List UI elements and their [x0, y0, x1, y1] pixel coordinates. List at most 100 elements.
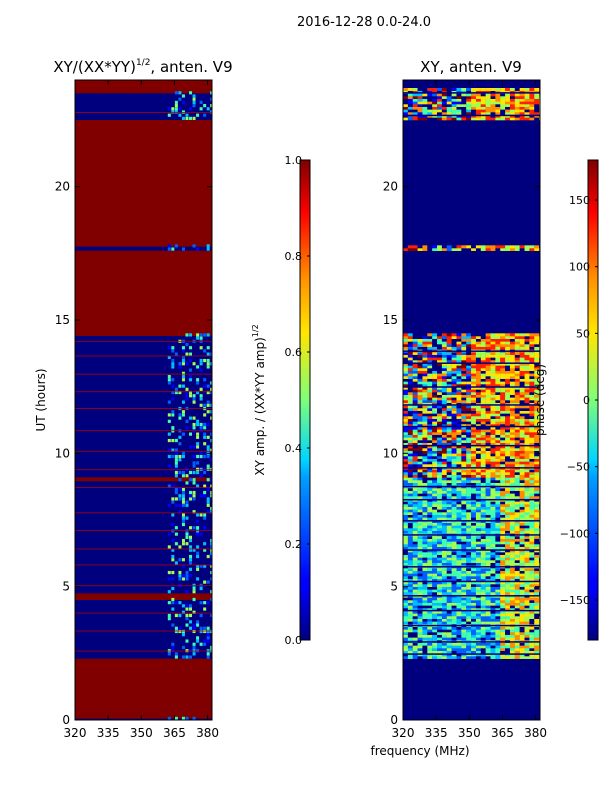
phase-cell — [509, 528, 515, 531]
phase-cell — [422, 96, 428, 99]
phase-cell — [456, 104, 462, 107]
phase-cell — [417, 581, 423, 585]
phase-cell — [466, 112, 472, 115]
phase-cell — [480, 538, 486, 542]
phase-cell — [441, 645, 447, 649]
phase-cell — [417, 424, 423, 427]
phase-cell — [466, 578, 472, 582]
phase-cell — [500, 610, 506, 614]
phase-cell — [427, 448, 433, 451]
amp-cell — [199, 422, 203, 427]
phase-cell — [441, 490, 447, 494]
amp-cell — [206, 247, 210, 251]
phase-cell — [437, 453, 443, 457]
phase-cell — [485, 421, 491, 425]
phase-cell — [509, 408, 515, 411]
phase-cell — [529, 480, 535, 483]
amp-cell — [178, 362, 182, 366]
amp-stripe — [75, 650, 212, 652]
phase-cell — [451, 109, 457, 113]
phase-cell — [412, 469, 418, 473]
phase-cell — [495, 632, 501, 635]
phase-cell — [524, 474, 530, 478]
phase-cell — [432, 549, 438, 553]
phase-cell — [403, 98, 408, 102]
phase-cell — [456, 597, 462, 601]
amp-cell — [181, 100, 185, 104]
phase-cell — [524, 394, 530, 398]
phase-cell — [514, 488, 520, 491]
phase-cell — [490, 648, 496, 651]
phase-cell — [432, 464, 438, 467]
amp-cell — [189, 368, 193, 372]
phase-cell — [403, 554, 408, 558]
phase-cell — [471, 538, 477, 542]
phase-cell — [475, 562, 481, 566]
phase-cell — [446, 656, 452, 659]
phase-cell — [407, 517, 413, 521]
amp-cell — [174, 655, 178, 659]
phase-cell — [432, 472, 438, 475]
phase-cell — [461, 389, 467, 393]
phase-cell — [456, 506, 462, 510]
phase-cell — [480, 474, 486, 478]
phase-cell — [480, 648, 486, 651]
phase-cell — [441, 248, 447, 251]
phase-cell — [519, 584, 525, 587]
amp-colorbar-label: XY amp. / (XX*YY amp)1/2 — [251, 324, 267, 475]
phase-cell — [505, 501, 511, 505]
phase-cell — [403, 344, 408, 347]
phase-cell — [437, 424, 443, 427]
phase-cell — [456, 592, 462, 595]
amp-cell — [206, 435, 210, 439]
phase-cell — [480, 480, 486, 483]
phase-cell — [519, 440, 525, 443]
phase-cell — [466, 554, 472, 558]
phase-cell — [456, 376, 462, 379]
phase-cell — [441, 98, 447, 102]
phase-xtick-label: 320 — [392, 726, 415, 740]
phase-cell — [456, 397, 462, 401]
phase-cell — [509, 578, 515, 582]
phase-cell — [495, 336, 501, 339]
phase-cell — [475, 637, 481, 641]
phase-cell — [514, 613, 520, 617]
phase-cell — [495, 522, 501, 526]
phase-cell — [475, 378, 481, 382]
phase-cell — [412, 338, 418, 342]
phase-cell — [422, 365, 428, 369]
phase-cell — [446, 432, 452, 435]
phase-cell — [529, 536, 535, 539]
phase-cell — [471, 634, 477, 638]
phase-cell — [519, 626, 525, 630]
phase-cell — [456, 432, 462, 435]
phase-cell — [437, 338, 443, 342]
phase-cell — [461, 493, 467, 497]
phase-cell — [519, 461, 525, 465]
phase-cell — [446, 378, 452, 382]
phase-cell — [509, 421, 515, 425]
amp-cell — [174, 497, 178, 501]
amp-cell — [199, 394, 203, 398]
amp-cell — [192, 586, 196, 591]
phase-cell — [471, 570, 477, 574]
amp-cell — [181, 371, 185, 375]
phase-cell — [451, 338, 457, 342]
phase-cell — [403, 496, 408, 499]
phase-cell — [471, 490, 477, 494]
amp-cell — [181, 454, 185, 459]
amp-cell — [171, 438, 175, 443]
phase-cell — [441, 112, 447, 115]
amp-cell — [181, 655, 185, 659]
phase-cell — [417, 549, 423, 553]
phase-cell — [495, 344, 501, 347]
phase-cell — [466, 378, 472, 382]
amp-cell — [174, 526, 178, 530]
phase-cell — [456, 469, 462, 473]
phase-cell — [441, 626, 447, 630]
phase-cell — [403, 432, 408, 435]
phase-cell — [456, 477, 462, 481]
phase-cell — [437, 418, 443, 422]
phase-cell — [461, 373, 467, 377]
phase-cell — [529, 477, 535, 481]
